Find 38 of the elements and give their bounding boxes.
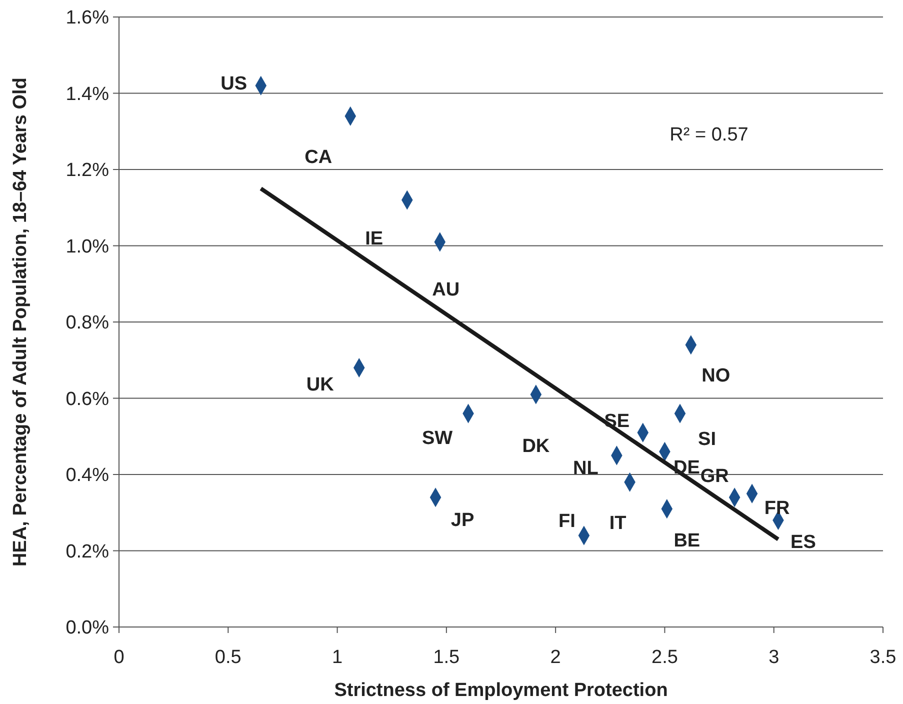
annotation: SI	[698, 429, 716, 450]
annotation: BE	[674, 530, 700, 552]
annotation: NO	[702, 366, 730, 387]
annotation: R² = 0.57	[670, 124, 748, 146]
x-tick-label: 1	[332, 647, 343, 668]
x-tick-label: 2.5	[652, 647, 678, 668]
y-tick-label: 1.2%	[66, 160, 110, 182]
y-tick-label: 0.8%	[66, 312, 110, 334]
x-tick-label: 3	[768, 647, 780, 668]
y-tick-label: 0.6%	[66, 388, 110, 410]
x-tick-label: 1.5	[433, 647, 460, 668]
annotation: AU	[432, 280, 460, 301]
x-tick-label: 2	[550, 647, 561, 668]
y-tick-label: 1.4%	[66, 84, 110, 105]
annotation: DE	[674, 457, 700, 478]
x-tick-label: 0.5	[214, 647, 242, 668]
y-tick-label: 0.2%	[66, 541, 110, 562]
annotation: US	[220, 73, 248, 94]
annotation: ES	[790, 532, 816, 553]
annotation: JP	[450, 510, 474, 532]
annotation: CA	[304, 146, 332, 168]
annotation: SE	[604, 411, 630, 432]
annotation: UK	[306, 374, 334, 396]
annotation: IT	[609, 512, 627, 534]
annotation: NL	[573, 458, 599, 480]
annotation: FR	[764, 498, 790, 520]
y-axis-title: HEA, Percentage of Adult Population, 18–64 Years Old	[10, 78, 31, 566]
y-tick-label: 1.0%	[66, 236, 110, 258]
x-tick-label: 3.5	[870, 647, 896, 668]
y-tick-label: 0.0%	[66, 618, 110, 639]
annotation: IE	[365, 228, 384, 250]
annotation: FI	[558, 511, 576, 532]
y-tick-label: 1.6%	[66, 8, 110, 29]
annotation: DK	[522, 436, 550, 458]
y-tick-label: 0.4%	[66, 465, 110, 486]
x-axis-title: Strictness of Employment Protection	[334, 680, 668, 701]
x-tick-label: 0	[114, 647, 124, 668]
annotation: SW	[422, 428, 453, 450]
